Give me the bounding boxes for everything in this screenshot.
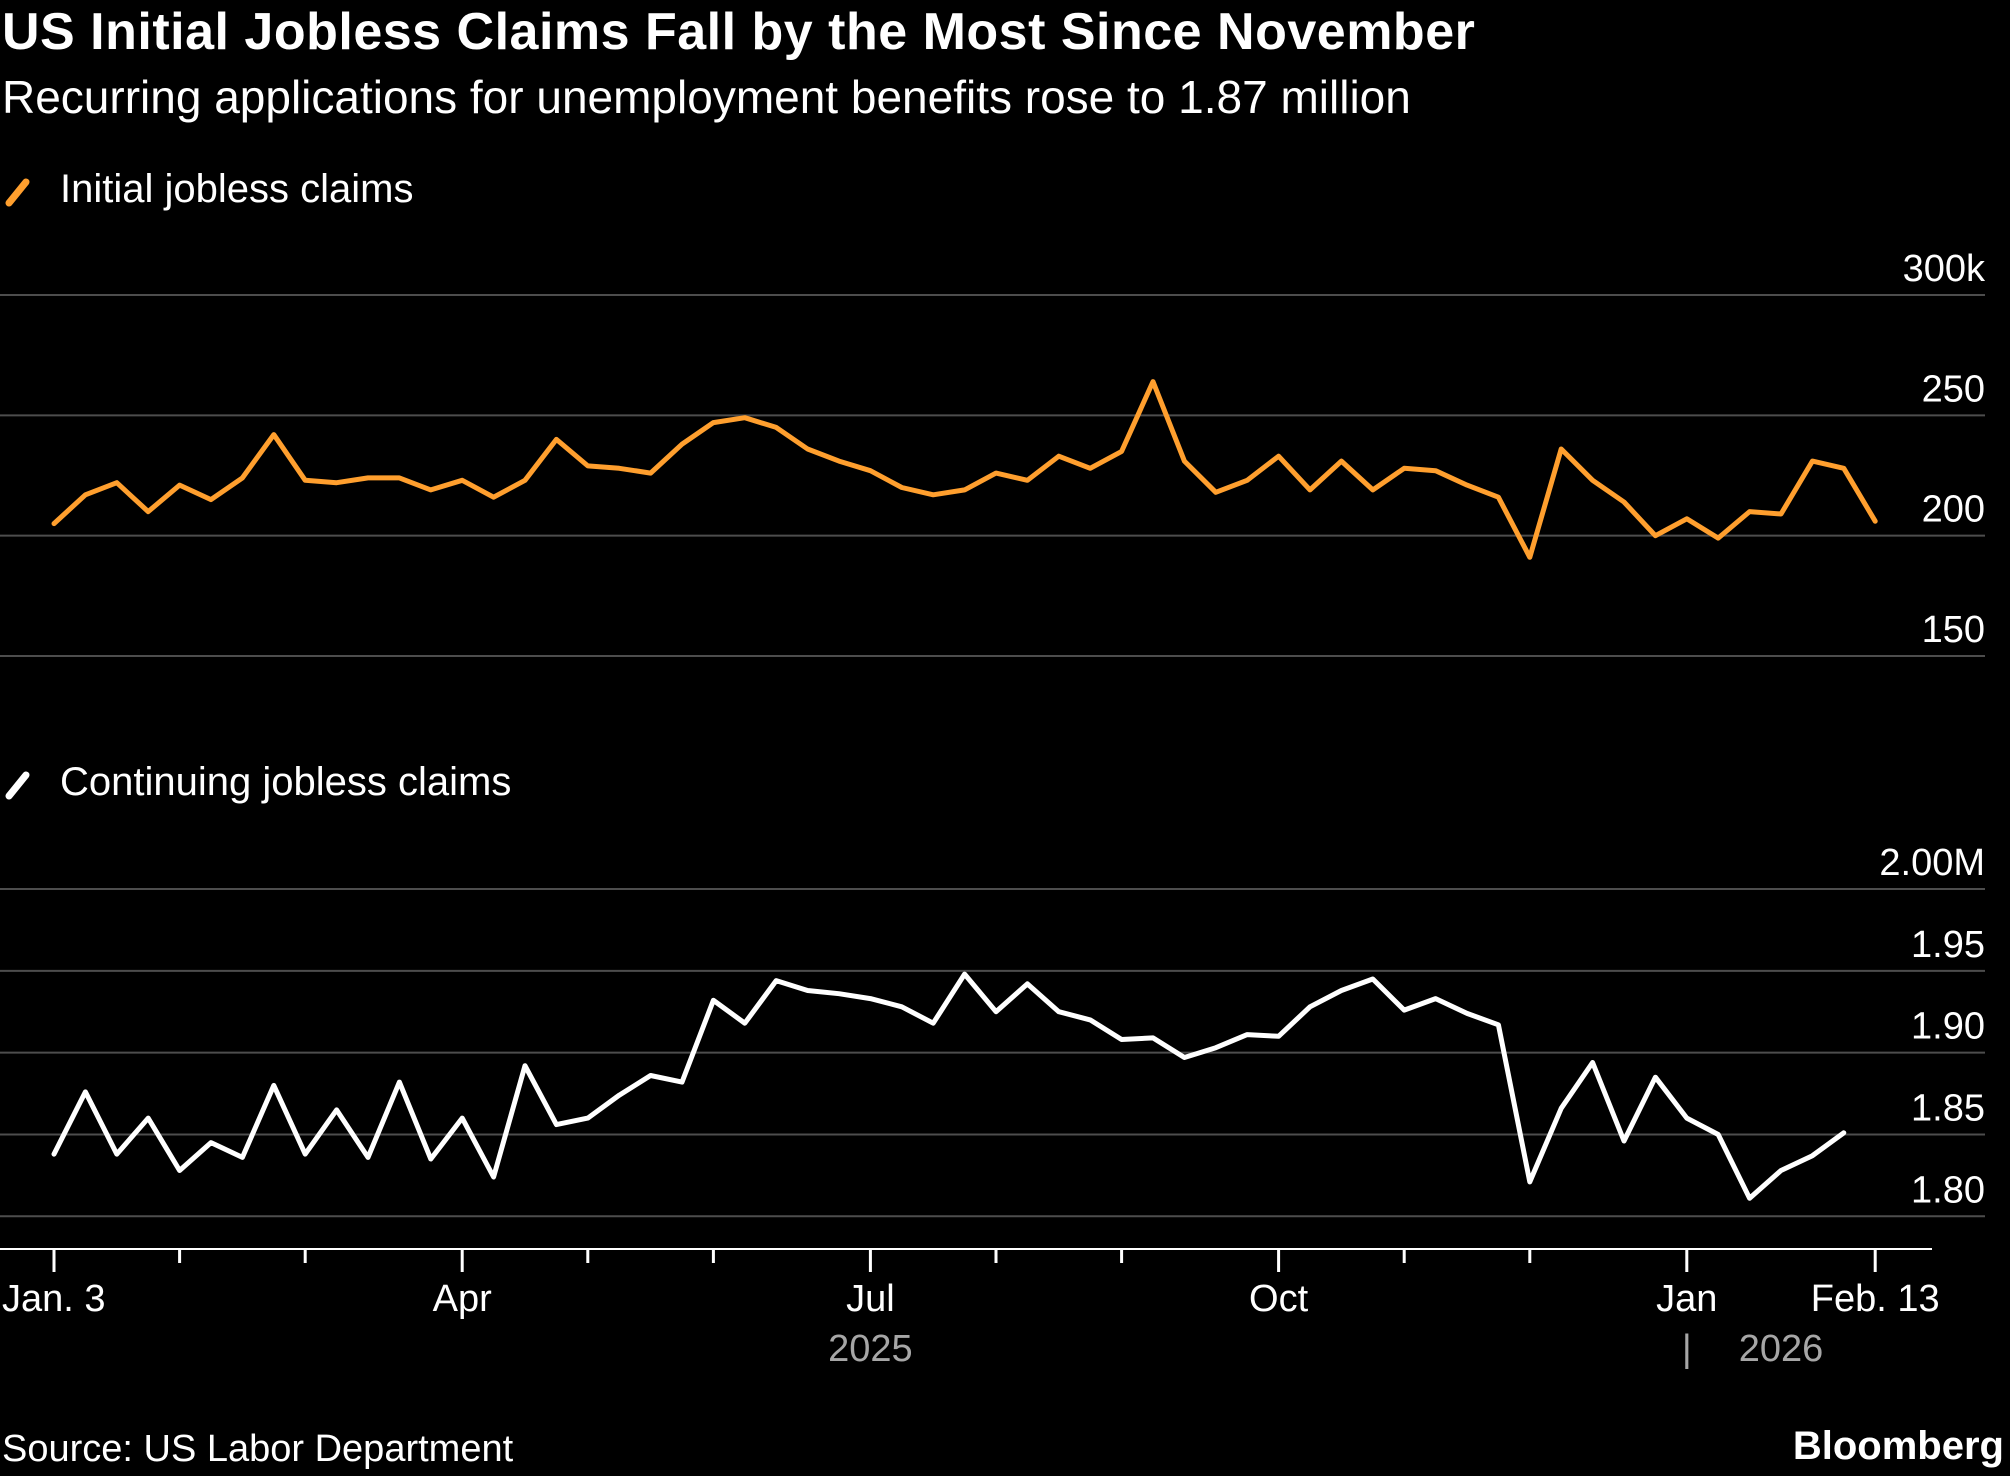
continuing-y-tick-label: 1.85 (1911, 1087, 1985, 1129)
continuing-claims-legend-label: Continuing jobless claims (60, 760, 511, 804)
source-note: Source: US Labor Department (2, 1428, 514, 1470)
initial-y-tick-label: 300k (1903, 248, 1986, 290)
x-tick-label: Oct (1249, 1278, 1309, 1320)
continuing-claims-legend-swatch (5, 771, 30, 800)
x-axis: Jan. 3 Apr Jul Oct Jan Feb. 13 2025 2026 | (0, 1248, 1940, 1370)
x-tick-label: Apr (433, 1278, 492, 1320)
initial-claims-legend-swatch (5, 178, 30, 207)
continuing-y-tick-label: 2.00M (1879, 842, 1985, 884)
initial-y-tick-label: 150 (1922, 609, 1985, 651)
continuing-y-tick-label: 1.90 (1911, 1006, 1985, 1048)
initial-y-tick-label: 250 (1922, 368, 1985, 410)
x-tick-label: Feb. 13 (1811, 1278, 1940, 1320)
chart-subtitle: Recurring applications for unemployment … (2, 71, 1411, 123)
x-year-label: 2026 (1739, 1328, 1824, 1370)
x-year-label: 2025 (828, 1328, 913, 1370)
x-tick-label: Jan (1656, 1278, 1717, 1320)
chart-title: US Initial Jobless Claims Fall by the Mo… (2, 3, 1476, 61)
continuing-claims-line (51, 971, 1847, 1201)
initial-claims-line (51, 379, 1878, 560)
x-tick-label: Jan. 3 (2, 1278, 106, 1320)
initial-y-tick-label: 200 (1922, 489, 1985, 531)
initial-claims-panel: Initial jobless claims 300k 250 200 150 (0, 167, 1986, 657)
initial-claims-legend-label: Initial jobless claims (60, 167, 413, 211)
x-year-separator: | (1682, 1328, 1692, 1370)
bloomberg-logo: Bloomberg (1792, 1424, 2004, 1468)
continuing-y-tick-label: 1.80 (1911, 1169, 1985, 1211)
continuing-claims-panel: Continuing jobless claims 2.00M 1.95 1.90 1… (0, 760, 1985, 1218)
continuing-y-tick-label: 1.95 (1911, 924, 1985, 966)
x-tick-label: Jul (846, 1278, 895, 1320)
